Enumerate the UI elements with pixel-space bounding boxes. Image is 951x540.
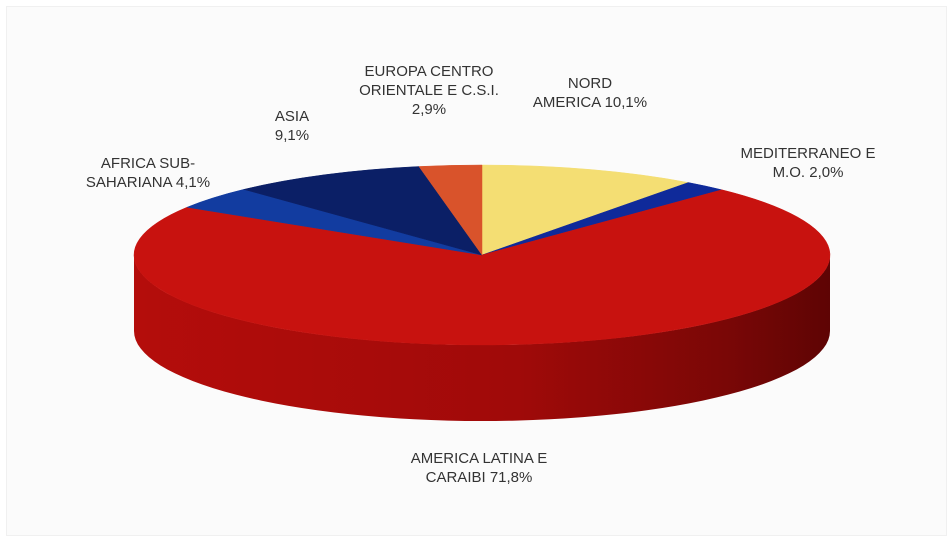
pie-slice-asia bbox=[242, 166, 483, 256]
pie-side-walls bbox=[134, 255, 830, 421]
pie-top-faces bbox=[133, 164, 831, 346]
slice-label-europa-centro-orientale-e-c-s-i: EUROPA CENTRO ORIENTALE E C.S.I. 2,9% bbox=[359, 63, 499, 118]
slice-label-asia: ASIA 9,1% bbox=[275, 108, 309, 144]
pie-slice-nord-america bbox=[481, 164, 690, 256]
slice-label-america-latina-e-caraibi: AMERICA LATINA E CARAIBI 71,8% bbox=[411, 450, 547, 486]
slice-label-mediterraneo-e-m-o: MEDITERRANEO E M.O. 2,0% bbox=[740, 145, 875, 181]
slice-labels: NORD AMERICA 10,1% MEDITERRANEO E M.O. 2,0%… bbox=[86, 63, 876, 486]
pie-slice-america-latina-e-caraibi bbox=[133, 189, 831, 346]
slice-label-nord-america: NORD AMERICA 10,1% bbox=[533, 75, 647, 111]
pie-slice-europa-centro-orientale-e-c-s-i bbox=[418, 164, 483, 256]
slice-label-africa-sub-sahariana: AFRICA SUB-SAHARIANA 4,1% bbox=[86, 155, 210, 191]
pie-side-america-latina-e-caraibi bbox=[134, 255, 830, 421]
